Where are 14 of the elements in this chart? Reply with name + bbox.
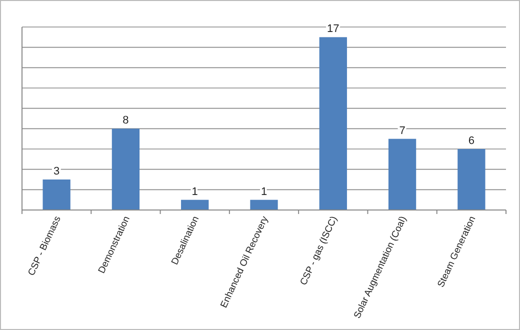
bar <box>458 149 486 210</box>
bar <box>319 37 347 210</box>
bar <box>250 200 278 210</box>
data-label: 1 <box>260 186 268 198</box>
bar <box>112 128 140 210</box>
data-label: 8 <box>122 114 129 127</box>
data-label: 7 <box>399 124 406 137</box>
bar <box>181 200 209 210</box>
data-label: 6 <box>468 135 474 147</box>
bar <box>42 180 70 210</box>
data-label: 3 <box>54 166 60 178</box>
data-label: 1 <box>192 186 198 198</box>
bar <box>388 138 416 210</box>
data-label: 17 <box>327 23 340 36</box>
